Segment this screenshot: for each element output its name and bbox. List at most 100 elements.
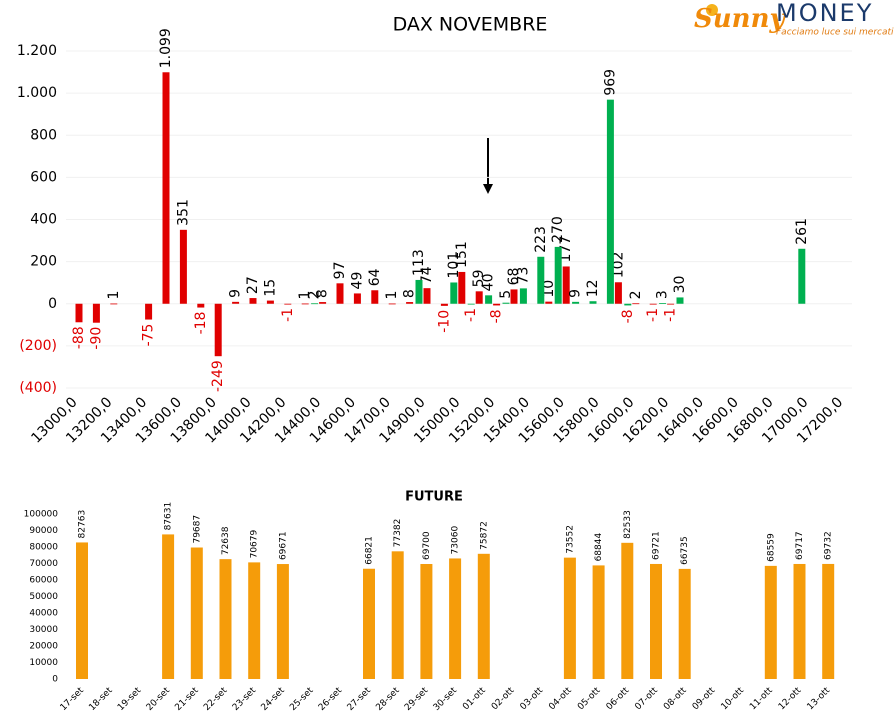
x-tick-label: 19-set [116, 685, 144, 713]
bar [76, 542, 88, 679]
data-label: -10 [436, 310, 452, 333]
chart-title: DAX NOVEMBRE [393, 14, 548, 36]
bar [284, 303, 292, 305]
bar [624, 303, 632, 306]
bar [319, 302, 327, 304]
bar [659, 303, 667, 304]
bar [197, 303, 205, 308]
data-label: 1 [106, 291, 122, 300]
x-tick-label: 23-set [231, 685, 259, 713]
data-label: 1 [297, 291, 313, 300]
bar [676, 297, 684, 304]
bar [449, 558, 462, 679]
x-tick-label: 26-set [317, 685, 345, 713]
data-label: 9 [228, 289, 244, 298]
data-label: 64 [367, 268, 383, 286]
data-label: 69717 [795, 531, 805, 560]
x-tick-label: 21-set [173, 685, 201, 713]
x-tick-label: 01-ott [461, 685, 488, 712]
data-label: 102 [610, 252, 626, 279]
data-label: 101 [446, 252, 462, 279]
bar [467, 303, 475, 305]
bar [420, 563, 433, 679]
bar [614, 282, 622, 304]
y-tick-label: 30000 [29, 625, 58, 635]
bar [219, 559, 232, 679]
bar [477, 553, 490, 679]
bar [248, 562, 261, 679]
bar [336, 283, 344, 304]
data-label: 82763 [78, 510, 88, 539]
bar [475, 291, 483, 304]
data-label: 1 [384, 291, 400, 300]
x-tick-label: 18-set [87, 685, 115, 713]
data-label: 66735 [680, 536, 690, 565]
bar [110, 303, 118, 305]
x-tick-label: 13-ott [806, 685, 833, 712]
bar [589, 301, 597, 304]
bar [232, 301, 240, 304]
data-label: -90 [88, 327, 104, 350]
bar [440, 303, 448, 306]
data-label: -249 [210, 360, 226, 392]
data-label: 12 [585, 279, 601, 297]
y-tick-label: 0 [52, 675, 58, 685]
bar [519, 288, 527, 304]
data-label: 72638 [221, 526, 231, 555]
y-tick-label: 60000 [29, 576, 58, 586]
y-tick-label: 80000 [29, 543, 58, 553]
y-tick-label: 800 [30, 127, 57, 143]
bar [423, 288, 431, 304]
y-tick-label: 40000 [29, 609, 58, 619]
data-label: 70679 [250, 529, 260, 558]
y-tick-label: 0 [48, 296, 57, 312]
bar [450, 282, 458, 304]
logo-sun [706, 4, 718, 16]
data-label: 30 [672, 276, 688, 294]
bar [92, 303, 100, 323]
x-tick-label: 03-ott [519, 685, 546, 712]
bar [406, 302, 414, 304]
data-label: 79687 [192, 515, 202, 544]
bar [650, 563, 662, 679]
annotation-arrow [483, 138, 493, 194]
data-label: -8 [620, 309, 636, 323]
data-label: 151 [454, 241, 470, 268]
x-tick-label: 07-ott [633, 685, 660, 712]
bar [793, 563, 806, 679]
data-label: 87631 [164, 502, 174, 531]
x-tick-label: 12-ott [777, 685, 804, 712]
data-label: -8 [489, 309, 505, 323]
data-label: 177 [558, 236, 574, 263]
bar [145, 303, 153, 320]
logo: Sunny MONEY Facciamo luce sui mercati [694, 0, 894, 38]
data-label: 82533 [623, 510, 633, 539]
y-tick-label: 1.200 [17, 43, 57, 59]
bar [545, 301, 553, 304]
data-label: -1 [463, 308, 479, 322]
bar [678, 568, 691, 679]
bar [493, 303, 501, 306]
bar [388, 303, 396, 305]
data-label: -1 [645, 308, 661, 322]
data-label: 69671 [278, 531, 288, 560]
data-label: 68559 [766, 533, 776, 562]
bar [415, 279, 423, 304]
data-label: 77382 [393, 519, 403, 548]
data-label: 10 [541, 280, 557, 298]
bar [371, 290, 379, 304]
data-label: 351 [175, 199, 191, 226]
logo-name: MONEY [776, 0, 873, 27]
data-label: 3 [655, 290, 671, 299]
bar [311, 303, 319, 305]
bar [276, 564, 289, 679]
data-label: 261 [794, 218, 810, 245]
data-label: -18 [193, 312, 209, 335]
bar [485, 295, 493, 304]
x-tick-label: 11-ott [748, 685, 775, 712]
y-tick-label: (200) [19, 338, 57, 354]
x-tick-label: 28-set [374, 685, 402, 713]
x-tick-label: 22-set [202, 685, 230, 713]
y-tick-label: 400 [30, 212, 57, 228]
